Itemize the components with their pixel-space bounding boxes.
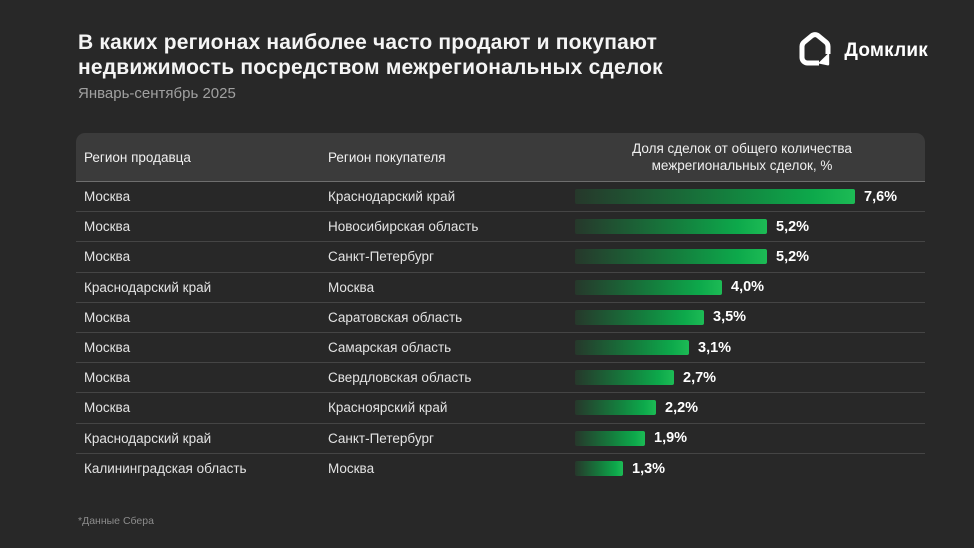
value-label: 3,1% [698, 339, 732, 356]
page-title-line1: В каких регионах наиболее часто продают … [78, 31, 658, 54]
header-seller-region: Регион продавца [84, 149, 191, 165]
table-row: Москва Самарская область 3,1% [76, 333, 925, 364]
table-row: Краснодарский край Москва 4,0% [76, 273, 925, 303]
value-label: 2,2% [665, 399, 699, 416]
table-row: Москва Свердловская область 2,7% [76, 363, 925, 394]
value-label: 1,9% [654, 430, 688, 447]
value-bar [575, 340, 689, 356]
value-bar [575, 461, 623, 477]
bar-cell: 2,2% [575, 400, 925, 416]
buyer-cell: Краснодарский край [328, 189, 456, 205]
domclick-house-icon [795, 28, 835, 73]
bar-cell: 4,0% [575, 279, 925, 295]
seller-cell: Москва [84, 309, 131, 325]
value-label: 2,7% [683, 369, 717, 386]
page-title: В каких регионах наиболее часто продают … [78, 30, 758, 80]
table-row: Калининградская область Москва 1,3% [76, 454, 925, 484]
seller-cell: Москва [84, 400, 131, 416]
value-bar [575, 309, 704, 325]
value-bar [575, 430, 645, 446]
page-subtitle: Январь-сентябрь 2025 [78, 85, 236, 102]
seller-cell: Москва [84, 249, 131, 265]
table-row: Москва Саратовская область 3,5% [76, 303, 925, 333]
page-title-line2: недвижимость посредством межрегиональных… [78, 56, 663, 79]
header-deal-share: Доля сделок от общего количества межреги… [632, 141, 852, 173]
buyer-cell: Саратовская область [328, 309, 463, 325]
table-header-row: Регион продавца Регион покупателя Доля с… [76, 133, 925, 182]
table-row: Москва Красноярский край 2,2% [76, 393, 925, 424]
bar-cell: 1,9% [575, 430, 925, 446]
value-bar [575, 370, 674, 386]
value-label: 3,5% [713, 309, 747, 326]
bar-cell: 3,5% [575, 309, 925, 325]
seller-cell: Москва [84, 340, 131, 356]
source-footnote: *Данные Сбера [78, 515, 154, 527]
domclick-logo: Домклик [795, 28, 928, 73]
seller-cell: Москва [84, 219, 131, 235]
table-row: Москва Санкт-Петербург 5,2% [76, 242, 925, 273]
value-bar [575, 400, 656, 416]
page-header: В каких регионах наиболее часто продают … [78, 30, 758, 102]
buyer-cell: Самарская область [328, 340, 452, 356]
seller-cell: Москва [84, 189, 131, 205]
value-label: 1,3% [632, 460, 666, 477]
bar-cell: 3,1% [575, 340, 925, 356]
buyer-cell: Санкт-Петербург [328, 430, 434, 446]
seller-cell: Краснодарский край [84, 430, 212, 446]
buyer-cell: Москва [328, 279, 375, 295]
buyer-cell: Санкт-Петербург [328, 249, 434, 265]
value-bar [575, 249, 767, 265]
buyer-cell: Москва [328, 461, 375, 477]
bar-cell: 1,3% [575, 461, 925, 477]
table-row: Москва Новосибирская область 5,2% [76, 212, 925, 243]
buyer-cell: Свердловская область [328, 370, 472, 386]
deals-table: Регион продавца Регион покупателя Доля с… [76, 133, 925, 484]
value-label: 5,2% [776, 218, 810, 235]
bar-cell: 7,6% [575, 189, 925, 205]
buyer-cell: Новосибирская область [328, 219, 479, 235]
value-label: 7,6% [864, 188, 898, 205]
seller-cell: Краснодарский край [84, 279, 212, 295]
domclick-logo-text: Домклик [844, 39, 928, 61]
bar-cell: 5,2% [575, 219, 925, 235]
table-row: Краснодарский край Санкт-Петербург 1,9% [76, 424, 925, 454]
value-label: 5,2% [776, 248, 810, 265]
table-row: Москва Краснодарский край 7,6% [76, 182, 925, 213]
bar-cell: 5,2% [575, 249, 925, 265]
value-label: 4,0% [731, 279, 765, 296]
buyer-cell: Красноярский край [328, 400, 448, 416]
table-body: Москва Краснодарский край 7,6% Москва Но… [76, 182, 925, 484]
value-bar [575, 219, 767, 235]
value-bar [575, 189, 855, 205]
seller-cell: Москва [84, 370, 131, 386]
header-buyer-region: Регион покупателя [328, 149, 446, 165]
bar-cell: 2,7% [575, 370, 925, 386]
value-bar [575, 279, 722, 295]
seller-cell: Калининградская область [84, 461, 247, 477]
